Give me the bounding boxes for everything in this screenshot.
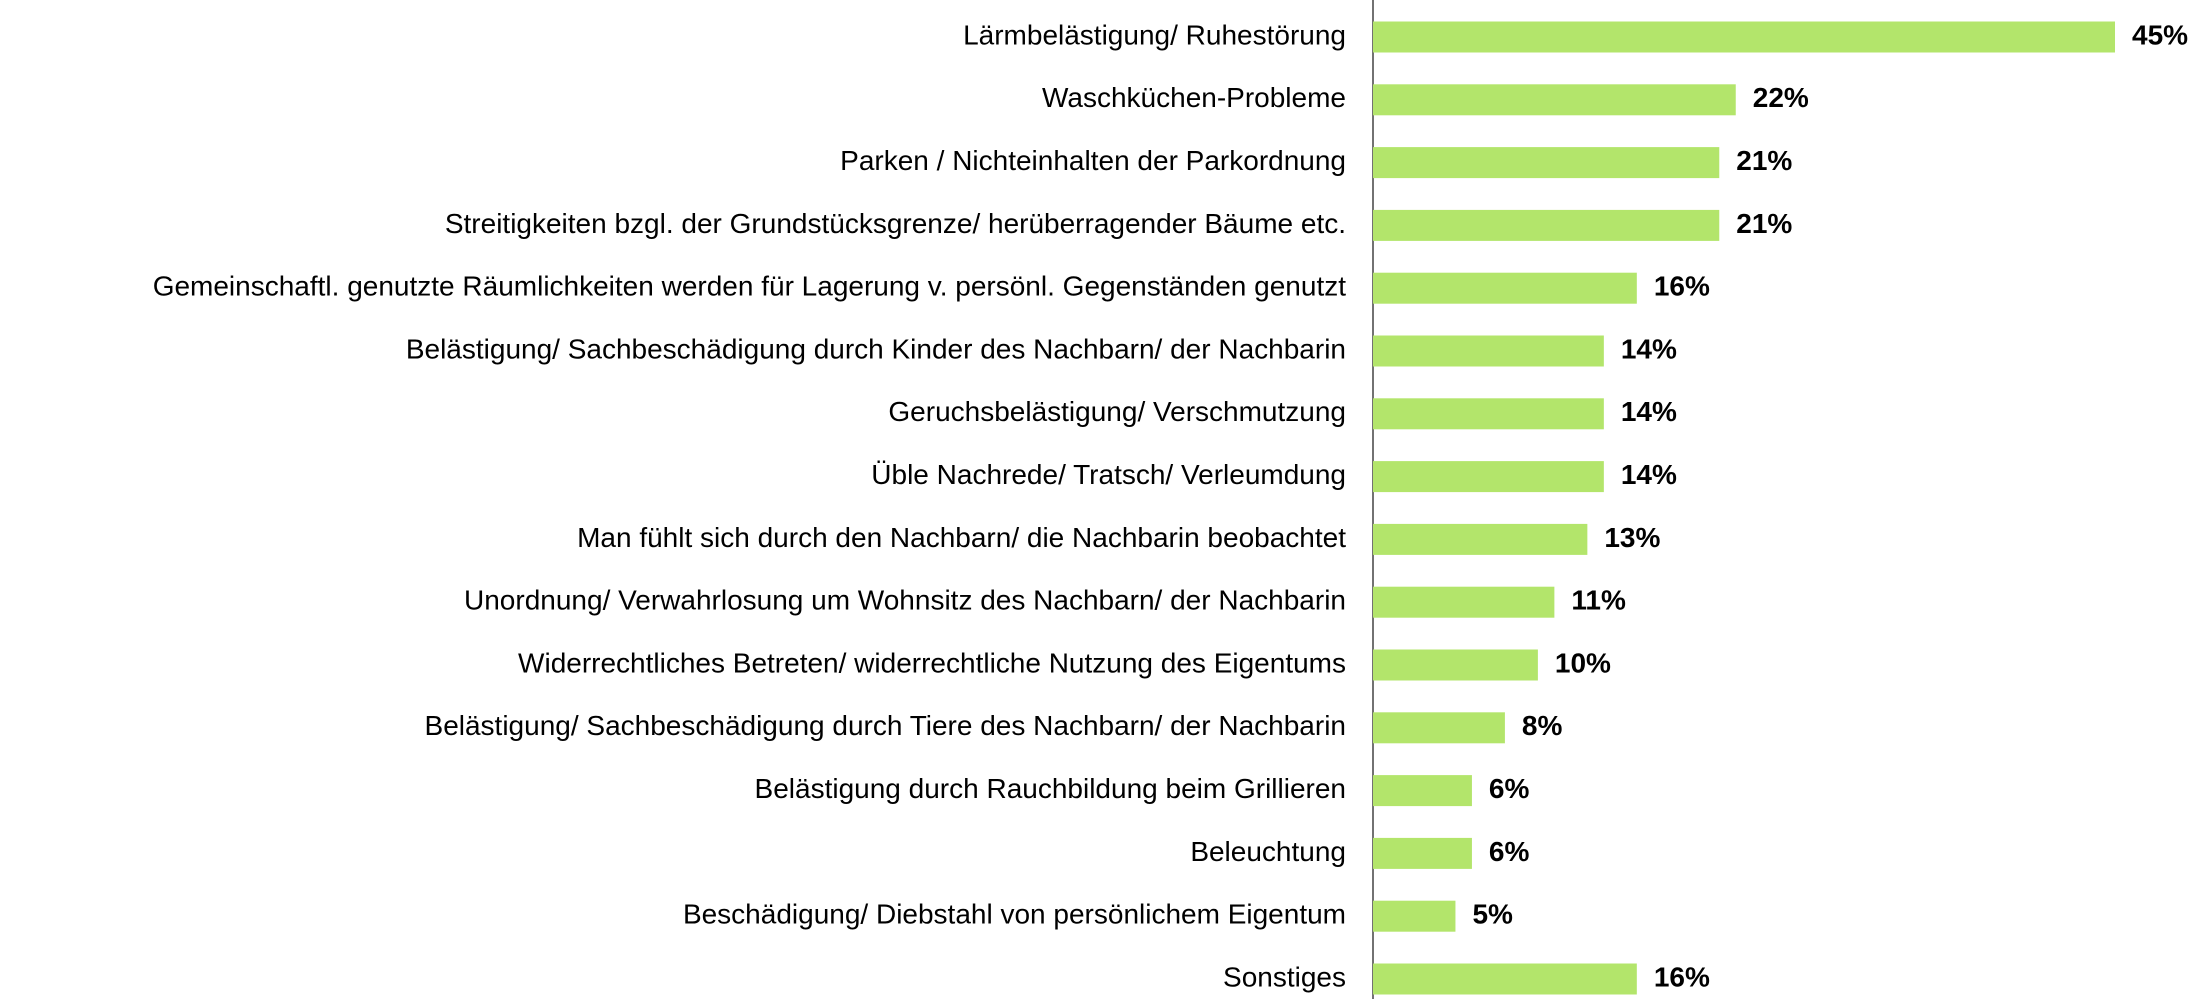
value-label: 8%: [1522, 710, 1563, 741]
bar: [1373, 398, 1604, 430]
value-label: 14%: [1621, 459, 1677, 490]
category-label: Geruchsbelästigung/ Verschmutzung: [888, 396, 1346, 427]
category-label: Sonstiges: [1223, 961, 1346, 992]
category-label: Waschküchen-Probleme: [1042, 82, 1346, 113]
category-label: Üble Nachrede/ Tratsch/ Verleumdung: [871, 459, 1346, 490]
category-label: Beleuchtung: [1190, 836, 1346, 867]
value-label: 10%: [1555, 647, 1611, 678]
value-label: 11%: [1571, 585, 1626, 616]
bar: [1373, 586, 1555, 618]
category-label: Unordnung/ Verwahrlosung um Wohnsitz des…: [464, 585, 1346, 616]
value-label: 16%: [1654, 961, 1710, 992]
value-label: 6%: [1489, 773, 1530, 804]
bar: [1373, 461, 1604, 493]
bar: [1373, 335, 1604, 367]
bar: [1373, 900, 1456, 932]
bar: [1373, 775, 1472, 807]
bar: [1373, 84, 1736, 116]
bar: [1373, 837, 1472, 869]
category-label: Belästigung/ Sachbeschädigung durch Kind…: [406, 333, 1346, 364]
value-label: 5%: [1472, 899, 1513, 930]
value-label: 22%: [1753, 82, 1809, 113]
category-label: Widerrechtliches Betreten/ widerrechtlic…: [518, 647, 1346, 678]
category-label: Man fühlt sich durch den Nachbarn/ die N…: [577, 522, 1346, 553]
value-label: 14%: [1621, 396, 1677, 427]
category-label: Parken / Nichteinhalten der Parkordnung: [840, 145, 1346, 176]
category-label: Lärmbelästigung/ Ruhestörung: [963, 19, 1346, 50]
bar: [1373, 963, 1637, 995]
category-label: Belästigung/ Sachbeschädigung durch Tier…: [425, 710, 1346, 741]
value-label: 16%: [1654, 271, 1710, 302]
value-label: 21%: [1736, 208, 1792, 239]
value-label: 6%: [1489, 836, 1530, 867]
bar: [1373, 21, 2115, 53]
category-label: Streitigkeiten bzgl. der Grundstücksgren…: [445, 208, 1346, 239]
category-label: Gemeinschaftl. genutzte Räumlichkeiten w…: [153, 271, 1347, 302]
bar: [1373, 147, 1720, 179]
bar: [1373, 649, 1538, 681]
bar: [1373, 712, 1505, 744]
category-label: Beschädigung/ Diebstahl von persönlichem…: [683, 899, 1346, 930]
category-label: Belästigung durch Rauchbildung beim Gril…: [755, 773, 1346, 804]
value-label: 13%: [1604, 522, 1660, 553]
bar: [1373, 523, 1588, 555]
value-label: 21%: [1736, 145, 1792, 176]
value-label: 14%: [1621, 333, 1677, 364]
bar: [1373, 209, 1720, 241]
value-label: 45%: [2132, 19, 2188, 50]
bar: [1373, 272, 1637, 304]
